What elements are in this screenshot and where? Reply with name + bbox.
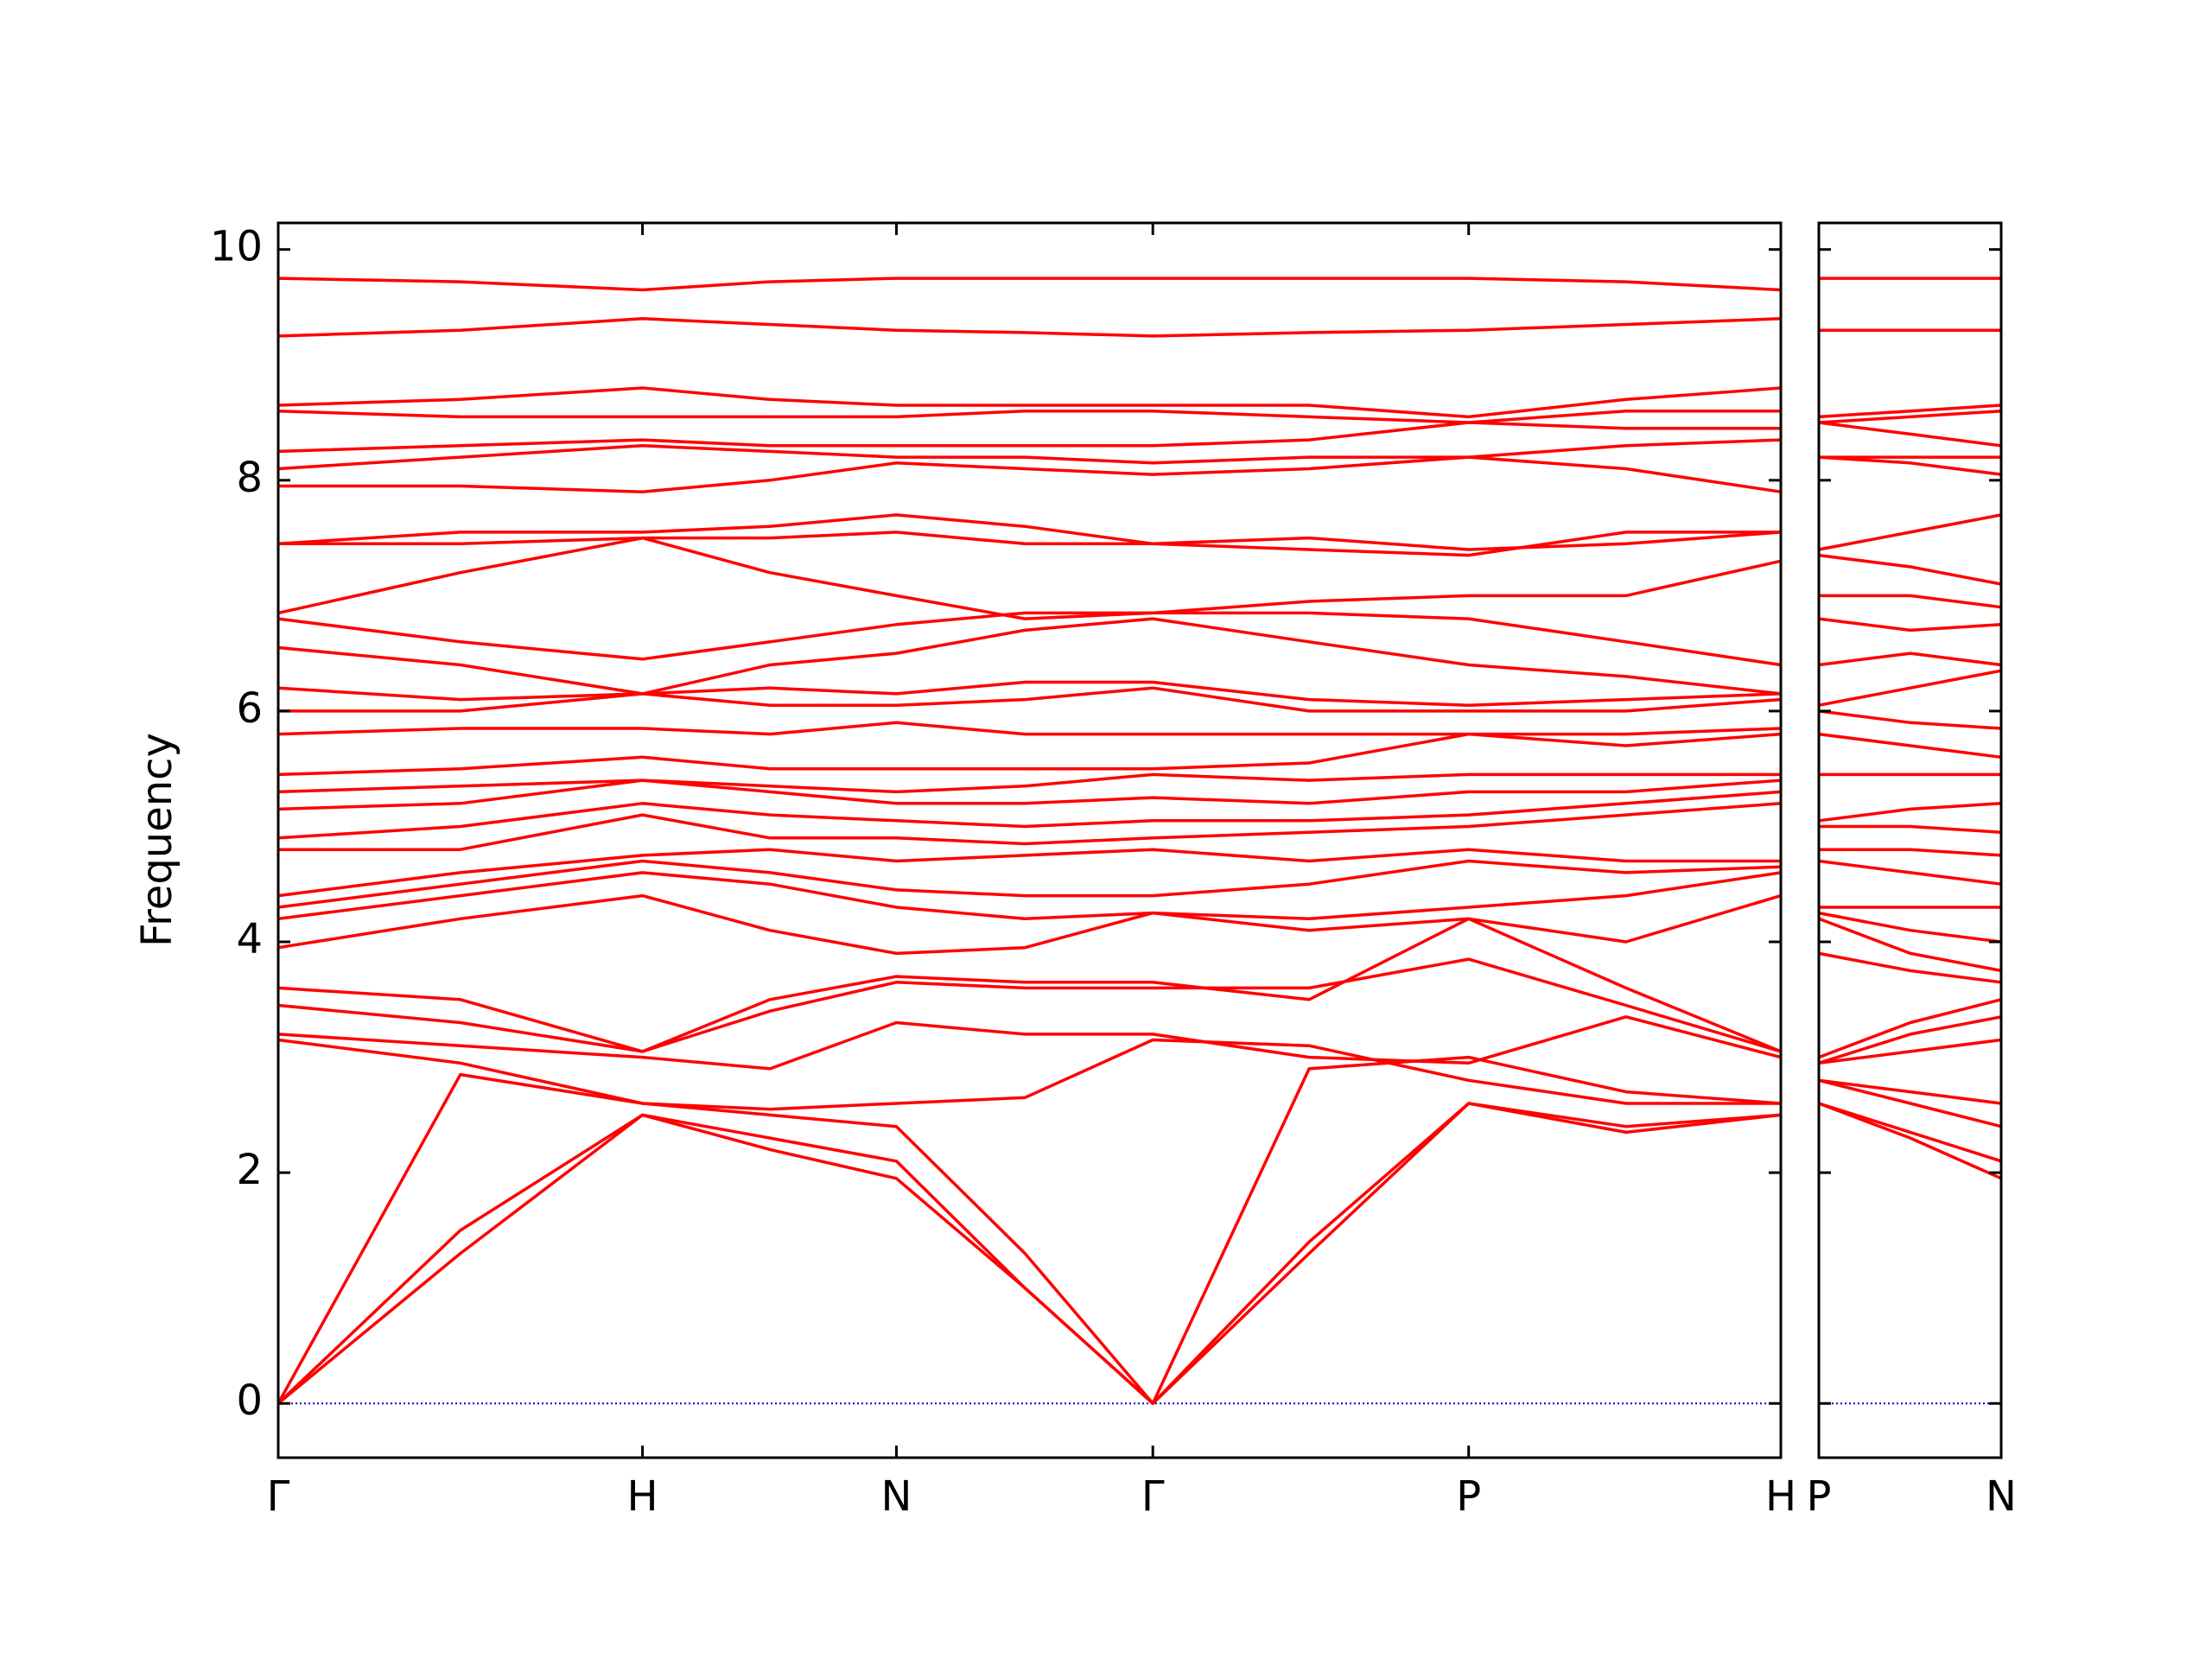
band-line <box>1818 1078 2002 1128</box>
band-line <box>277 421 1781 454</box>
band-line <box>277 917 1782 1053</box>
x-tick-label: Γ <box>1141 1472 1165 1521</box>
band-line <box>278 531 1782 551</box>
band-line <box>276 1102 1782 1405</box>
band-line <box>1818 951 2002 984</box>
band-line <box>1818 1038 2002 1065</box>
band-line <box>277 1038 1781 1111</box>
band-line <box>1818 732 2002 760</box>
band-line <box>277 276 1782 292</box>
y-tick-label: 6 <box>236 684 263 733</box>
band-line <box>277 409 1781 424</box>
band-line <box>277 386 1782 419</box>
band-line <box>278 455 1782 493</box>
band-line <box>1818 911 2002 944</box>
band-line <box>1818 409 2002 424</box>
band-line <box>277 848 1781 898</box>
band-line <box>277 790 1782 840</box>
band-line <box>1818 617 2002 632</box>
x-tick-label: P <box>1456 1472 1481 1521</box>
band-line <box>277 957 1782 1053</box>
band-line <box>1818 553 2002 586</box>
band-line <box>1818 513 2002 551</box>
x-tick-label: N <box>1986 1472 2017 1521</box>
band-line <box>277 680 1782 707</box>
band-line <box>277 611 1782 667</box>
band-line <box>277 779 1782 811</box>
band-line <box>1818 669 2002 707</box>
band-line <box>277 513 1781 557</box>
plot-frame <box>276 221 1783 1459</box>
band-line <box>1819 824 2002 834</box>
plot-frame <box>1817 221 2003 1459</box>
band-line <box>1818 1102 2002 1163</box>
band-line <box>277 871 1782 921</box>
band-line <box>1819 848 2002 857</box>
x-tick-label: P <box>1807 1472 1832 1521</box>
y-tick-label: 10 <box>210 223 263 271</box>
band-line <box>277 859 1782 909</box>
y-axis-label: Frequency <box>133 733 181 947</box>
band-line <box>1818 859 2002 886</box>
band-line <box>277 732 1782 777</box>
band-line <box>277 772 1781 794</box>
band-line <box>278 802 1782 851</box>
band-line <box>1818 652 2002 667</box>
y-tick-label: 4 <box>236 915 263 963</box>
band-line <box>277 438 1782 471</box>
x-tick-label: H <box>627 1472 658 1521</box>
band-line <box>1819 594 2002 609</box>
x-tick-label: Γ <box>267 1472 290 1521</box>
band-line <box>277 536 1782 620</box>
band-line <box>1818 1102 2002 1180</box>
band-line <box>277 317 1782 338</box>
band-line <box>277 721 1782 736</box>
x-tick-label: H <box>1765 1472 1796 1521</box>
band-line <box>1818 1078 2002 1105</box>
band-line <box>1818 917 2002 973</box>
band-line <box>1818 455 2002 476</box>
band-line <box>277 1015 1782 1071</box>
band-line <box>1818 421 2002 448</box>
y-tick-label: 8 <box>236 454 263 502</box>
band-line <box>277 893 1782 956</box>
band-line <box>276 1055 1782 1405</box>
band-line <box>276 1102 1782 1405</box>
band-line <box>1818 802 2002 823</box>
band-line <box>1818 404 2002 419</box>
band-line <box>1818 709 2002 730</box>
band-line <box>277 617 1782 696</box>
band-line <box>278 686 1782 713</box>
y-tick-label: 2 <box>236 1146 263 1194</box>
y-tick-label: 0 <box>236 1376 263 1425</box>
x-tick-label: N <box>880 1472 912 1521</box>
band-line <box>1818 998 2002 1059</box>
band-line <box>1818 1015 2002 1065</box>
